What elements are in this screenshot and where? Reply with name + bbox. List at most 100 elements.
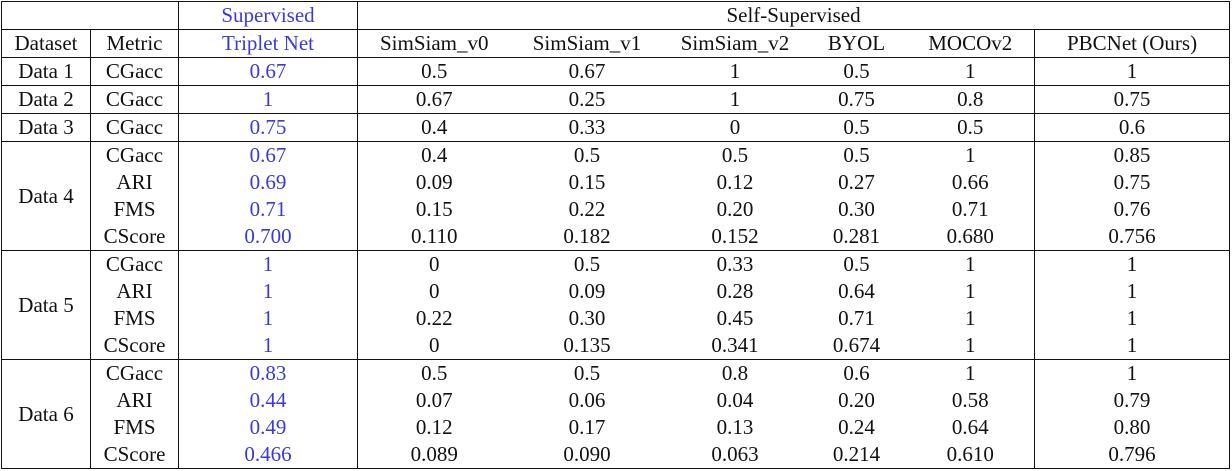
table-row: FMS 1 0.22 0.30 0.45 0.71 1 1	[2, 305, 1231, 332]
triplet-cell: 1	[178, 278, 358, 305]
simsiam-v0-cell: 0.07	[357, 387, 511, 414]
pbcnet-cell: 0.75	[1033, 169, 1231, 196]
metric-cell: FMS	[90, 196, 179, 223]
dataset-cell: Data 6	[1, 359, 91, 469]
pbcnet-cell: 0.79	[1033, 387, 1231, 414]
table-row: ARI 0.69 0.09 0.15 0.12 0.27 0.66 0.75	[2, 169, 1231, 196]
simsiam-v2-cell: 0.33	[716, 252, 754, 276]
simsiam-v1-cell: 0.135	[510, 332, 664, 360]
col-pbcnet: PBCNet (Ours)	[1033, 29, 1231, 58]
col-triplet-net: Triplet Net	[178, 29, 358, 58]
header-empty-cell	[1, 1, 179, 30]
pbcnet-cell: 0.76	[1033, 196, 1231, 223]
table-row: FMS 0.71 0.15 0.22 0.20 0.30 0.71 0.76	[2, 196, 1231, 223]
byol-cell: 0.5	[806, 57, 907, 86]
simsiam-v2-cell: 0.152	[663, 223, 807, 251]
simsiam-v0-cell: 0.22	[357, 305, 511, 332]
table-row: Data 6 CGacc 0.83 0.5 0.5 0.8 0.6 1 1	[1, 359, 1231, 469]
triplet-cell: 1	[178, 85, 358, 114]
simsiam-v2-cell: 0.341	[663, 332, 807, 360]
pbcnet-cell: 0.80	[1033, 414, 1231, 441]
dataset-cell: Data 1	[1, 57, 91, 86]
simsiam-v1-cell: 0.22	[568, 197, 606, 221]
simsiam-v1-cell: 0.09	[568, 279, 606, 303]
simsiam-v1-cell: 0.33	[510, 113, 664, 142]
simsiam-v2-cell: 0.13	[716, 415, 754, 439]
simsiam-v0-cell: 0.12	[357, 414, 511, 441]
simsiam-v0-cell: 0	[357, 278, 511, 305]
pbcnet-cell: 0.6	[1033, 113, 1231, 142]
col-metric: Metric	[90, 29, 179, 58]
table-row: ARI 0.44 0.07 0.06 0.04 0.20 0.58 0.79	[2, 387, 1231, 414]
metric-cell: CGacc	[90, 250, 179, 278]
mocov2-cell: 0.58	[951, 388, 989, 412]
simsiam-v0-cell: 0	[357, 250, 511, 278]
simsiam-v0-cell: 0.4	[357, 113, 511, 142]
simsiam-v0-cell: 0.110	[357, 223, 511, 251]
mocov2-cell: 0.610	[906, 441, 1035, 469]
triplet-cell: 0.49	[178, 414, 358, 441]
mocov2-cell: 0.5	[906, 113, 1035, 142]
simsiam-v1-cell: 0.30	[568, 306, 606, 330]
table-row: Data 4 CGacc 0.67 0.4 0.5 0.5 0.5 1 0.85	[1, 141, 1231, 251]
simsiam-v0-cell: 0.089	[357, 441, 511, 469]
metric-cell: CGacc	[90, 359, 179, 387]
byol-cell: 0.5	[843, 143, 870, 167]
triplet-cell: 1	[178, 332, 358, 360]
byol-cell: 0.64	[838, 279, 875, 303]
metric-cell: CScore	[90, 223, 179, 251]
triplet-cell: 0.83	[178, 359, 358, 387]
triplet-cell: 0.71	[178, 196, 358, 223]
byol-cell: 0.24	[838, 415, 875, 439]
header-column-row: Dataset Metric Triplet Net SimSiam_v0 Si…	[1, 29, 1231, 58]
col-simsiam-v2: SimSiam_v2	[663, 29, 807, 58]
byol-cell: 0.5	[806, 113, 907, 142]
metric-cell: FMS	[90, 414, 179, 441]
metric-cell: CScore	[90, 332, 179, 360]
mocov2-cell: 1	[965, 279, 976, 303]
simsiam-v0-cell: 0.67	[357, 85, 511, 114]
metric-cell: CGacc	[90, 113, 179, 142]
col-dataset: Dataset	[1, 29, 91, 58]
header-supervised: Supervised	[178, 1, 358, 30]
triplet-cell: 0.75	[178, 113, 358, 142]
triplet-cell: 1	[178, 305, 358, 332]
simsiam-v1-cell: 0.06	[568, 388, 606, 412]
byol-cell: 0.20	[838, 388, 875, 412]
mocov2-cell: 1	[906, 332, 1035, 360]
simsiam-v1-cell: 0.25	[510, 85, 664, 114]
mocov2-cell: 0.8	[906, 85, 1035, 114]
simsiam-v2-cell: 1	[663, 57, 807, 86]
mocov2-cell: 1	[906, 57, 1035, 86]
simsiam-v1-cell: 0.182	[510, 223, 664, 251]
pbcnet-cell: 1	[1033, 305, 1231, 332]
pbcnet-cell: 1	[1033, 332, 1231, 360]
triplet-cell: 0.69	[178, 169, 358, 196]
byol-cell: 0.281	[806, 223, 907, 251]
pbcnet-cell: 1	[1033, 250, 1231, 278]
simsiam-v1-cell: 0.5	[573, 252, 601, 276]
simsiam-v0-cell: 0.5	[357, 57, 511, 86]
triplet-cell: 0.700	[178, 223, 358, 251]
table-row: Data 1 CGacc 0.67 0.5 0.67 1 0.5 1 1	[1, 57, 1231, 86]
simsiam-v2-cell: 0.20	[716, 197, 754, 221]
simsiam-v2-cell: 0.04	[716, 388, 754, 412]
col-byol: BYOL	[806, 29, 907, 58]
simsiam-v1-cell: 0.090	[510, 441, 664, 469]
table-row: Data 3 CGacc 0.75 0.4 0.33 0 0.5 0.5 0.6	[1, 113, 1231, 142]
byol-cell: 0.674	[806, 332, 907, 360]
table-row: CScore 0.700 0.110 0.182 0.152 0.281 0.6…	[2, 223, 1231, 251]
simsiam-v0-cell: 0.4	[357, 141, 511, 169]
simsiam-v2-cell: 0.45	[716, 306, 754, 330]
triplet-cell: 0.67	[178, 141, 358, 169]
simsiam-v2-cell: 0.12	[716, 170, 754, 194]
simsiam-v1-cell: 0.5	[573, 361, 601, 385]
byol-cell: 0.30	[838, 197, 875, 221]
simsiam-v2-cell: 0.28	[716, 279, 754, 303]
metric-cell: ARI	[90, 387, 179, 414]
dataset-cell: Data 3	[1, 113, 91, 142]
simsiam-v1-cell: 0.15	[568, 170, 606, 194]
simsiam-v1-cell: 0.17	[568, 415, 606, 439]
mocov2-cell: 0.680	[906, 223, 1035, 251]
byol-cell: 0.6	[843, 361, 870, 385]
